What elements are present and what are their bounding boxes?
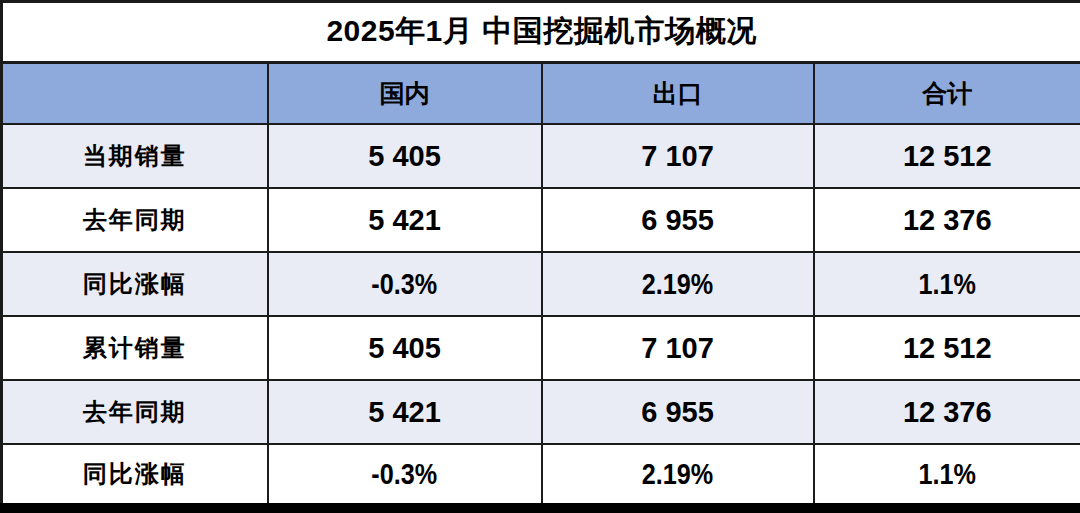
cell-total: 1.1% [814, 252, 1080, 316]
table-title: 2025年1月 中国挖掘机市场概况 [2, 2, 1080, 63]
excavator-market-table-page: 2025年1月 中国挖掘机市场概况 国内 出口 合计 当期销量 5 405 7 … [0, 0, 1080, 513]
header-cell-domestic: 国内 [268, 62, 542, 124]
cell-value: -0.3% [372, 267, 438, 301]
cell-value: -0.3% [372, 457, 438, 491]
row-label: 累计销量 [2, 316, 268, 380]
cell-value: 5 405 [368, 332, 441, 365]
table-row-last-year-same-period: 去年同期 5 421 6 955 12 376 [2, 188, 1080, 252]
cell-domestic: 5 405 [268, 124, 542, 188]
table-row-current-sales: 当期销量 5 405 7 107 12 512 [2, 124, 1080, 188]
cell-total: 12 376 [814, 380, 1080, 444]
header-cell-export: 出口 [542, 62, 814, 124]
cell-domestic: 5 421 [268, 188, 542, 252]
cell-export: 2.19% [542, 444, 814, 508]
cell-value: 1.1% [919, 267, 976, 301]
table-row-last-year-same-period-cumulative: 去年同期 5 421 6 955 12 376 [2, 380, 1080, 444]
row-label: 去年同期 [2, 188, 268, 252]
row-label: 去年同期 [2, 380, 268, 444]
cell-value: 12 376 [903, 396, 992, 429]
excavator-market-table: 2025年1月 中国挖掘机市场概况 国内 出口 合计 当期销量 5 405 7 … [0, 0, 1080, 513]
cell-value: 1.1% [919, 457, 976, 491]
table-row-cumulative-sales: 累计销量 5 405 7 107 12 512 [2, 316, 1080, 380]
header-cell-blank [2, 62, 268, 124]
cell-value: 6 955 [641, 396, 714, 429]
cell-value: 7 107 [641, 140, 714, 173]
cell-value: 7 107 [641, 332, 714, 365]
table-header-row: 国内 出口 合计 [2, 62, 1080, 124]
cell-value: 5 405 [368, 140, 441, 173]
cell-value: 5 421 [368, 204, 441, 237]
cell-export: 7 107 [542, 316, 814, 380]
cell-value: 5 421 [368, 396, 441, 429]
cell-total: 12 512 [814, 316, 1080, 380]
cell-domestic: 5 405 [268, 316, 542, 380]
table-row-yoy-change-cumulative: 同比涨幅 -0.3% 2.19% 1.1% [2, 444, 1080, 508]
row-label: 当期销量 [2, 124, 268, 188]
cell-domestic: 5 421 [268, 380, 542, 444]
cell-value: 12 512 [903, 140, 992, 173]
cell-value: 2.19% [642, 457, 713, 491]
row-label: 同比涨幅 [2, 444, 268, 508]
cell-domestic: -0.3% [268, 252, 542, 316]
table-title-row: 2025年1月 中国挖掘机市场概况 [2, 2, 1080, 63]
header-cell-total: 合计 [814, 62, 1080, 124]
cell-total: 12 512 [814, 124, 1080, 188]
table-row-yoy-change: 同比涨幅 -0.3% 2.19% 1.1% [2, 252, 1080, 316]
row-label: 同比涨幅 [2, 252, 268, 316]
cell-value: 6 955 [641, 204, 714, 237]
cell-value: 12 376 [903, 204, 992, 237]
cell-domestic: -0.3% [268, 444, 542, 508]
cell-export: 2.19% [542, 252, 814, 316]
cell-export: 6 955 [542, 380, 814, 444]
cell-value: 2.19% [642, 267, 713, 301]
cell-value: 12 512 [903, 332, 992, 365]
cell-total: 1.1% [814, 444, 1080, 508]
cell-export: 7 107 [542, 124, 814, 188]
cell-total: 12 376 [814, 188, 1080, 252]
cell-export: 6 955 [542, 188, 814, 252]
